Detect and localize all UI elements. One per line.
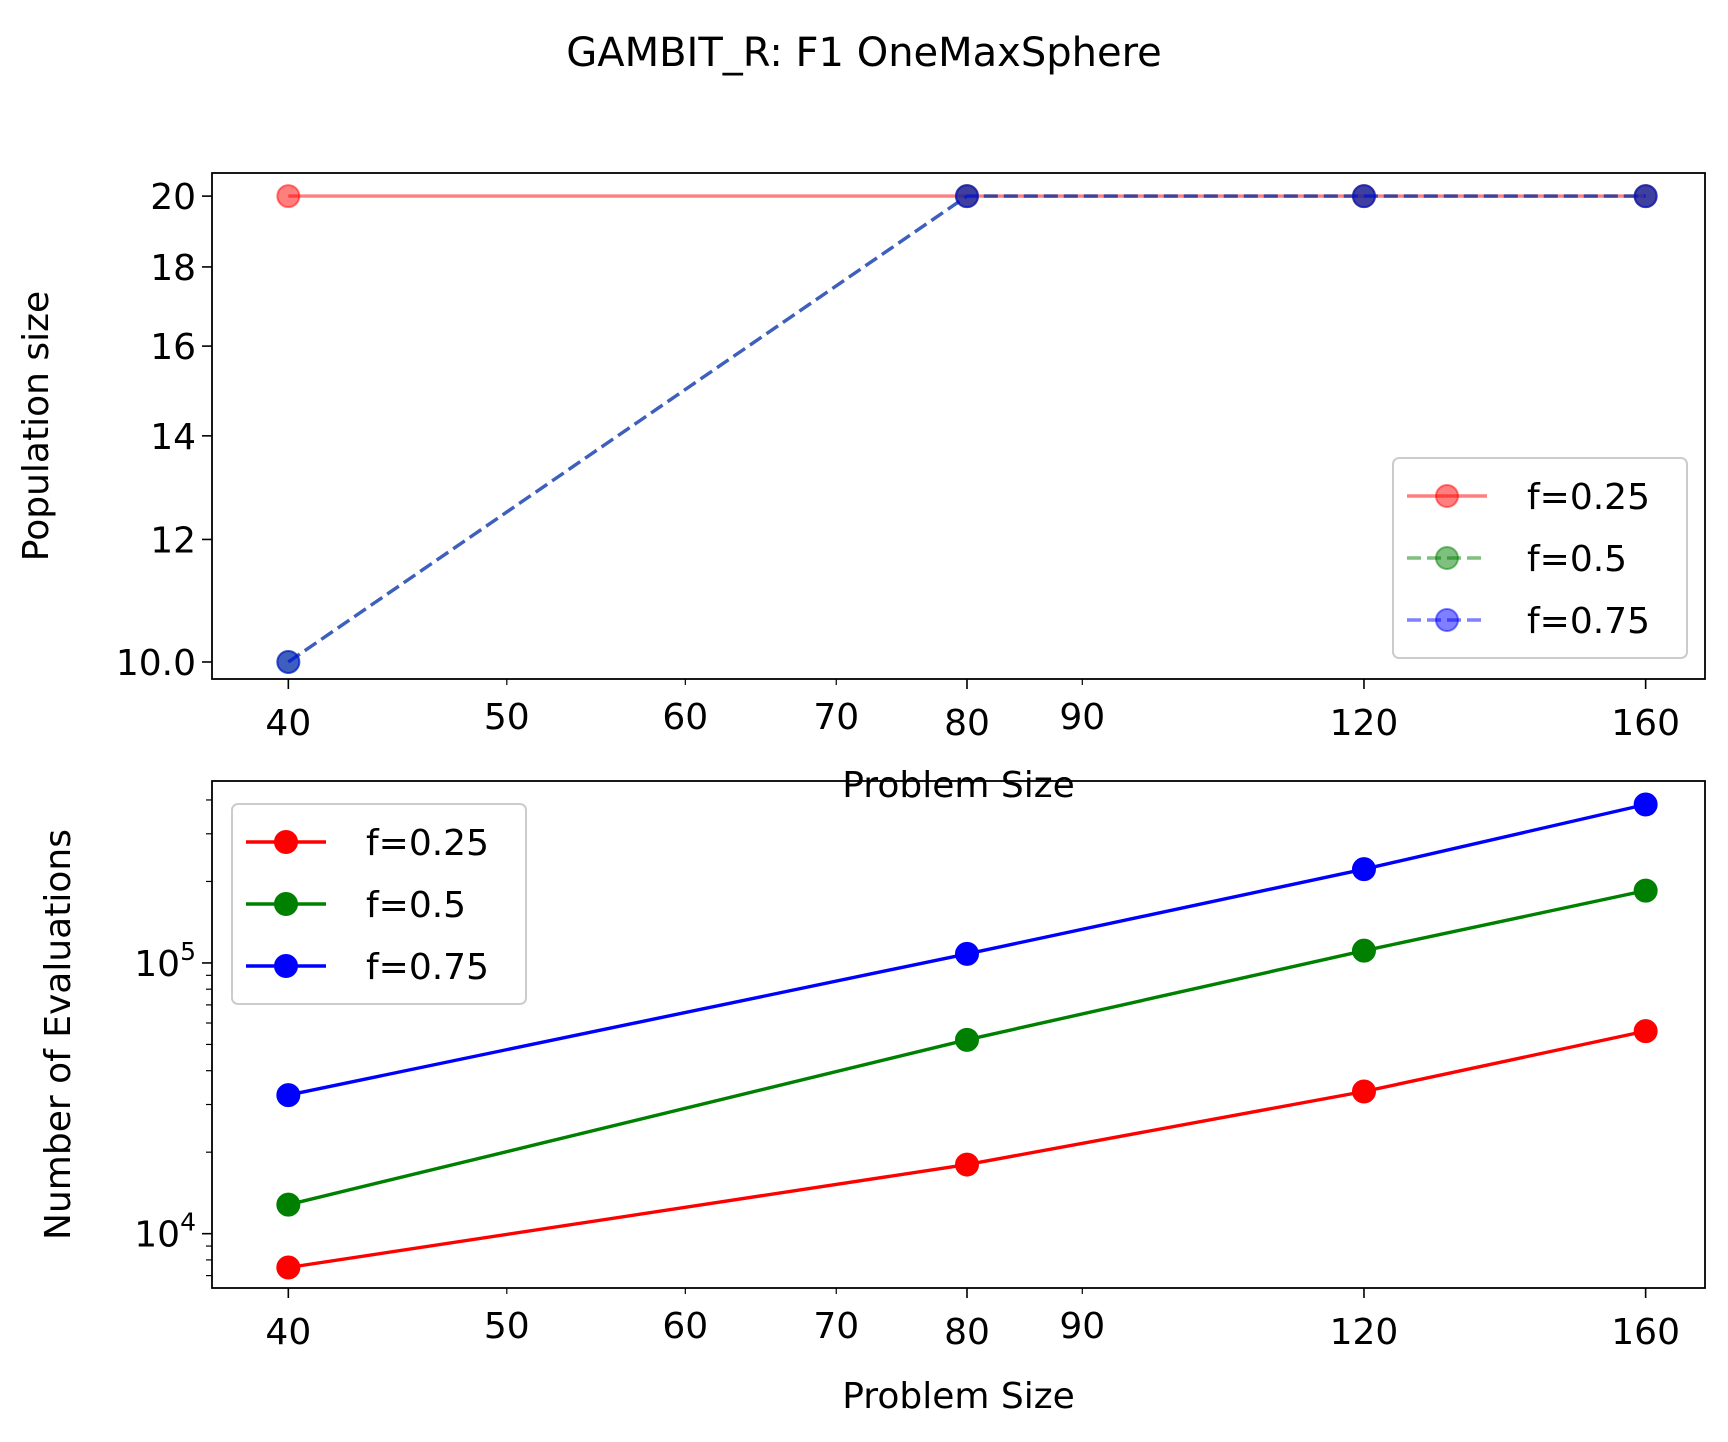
x-tick-label-90: 90 — [1059, 697, 1105, 738]
x-tick-label-90: 90 — [1059, 1306, 1105, 1347]
data-point-f-0-75-40 — [276, 649, 301, 674]
legend-marker-f-0-5 — [1435, 546, 1459, 570]
legend-label-f-0-25: f=0.25 — [1527, 477, 1650, 518]
x-axis-label: Problem Size — [842, 765, 1075, 806]
x-tick-label-160: 160 — [1611, 703, 1680, 744]
data-point-f-0-75-80 — [954, 941, 979, 966]
legend-label-f-0-75: f=0.75 — [1527, 601, 1650, 642]
y-tick-label-12: 12 — [150, 520, 196, 561]
legend-marker-f-0-75 — [274, 954, 298, 978]
x-tick-label-80: 80 — [944, 703, 990, 744]
x-tick-label-120: 120 — [1330, 1312, 1399, 1353]
data-point-f-0-75-120 — [1351, 184, 1376, 209]
legend-marker-f-0-25 — [1435, 484, 1459, 508]
legend-box — [1392, 457, 1688, 659]
data-point-f-0-5-160 — [1633, 878, 1658, 903]
legend-label-f-0-75: f=0.75 — [366, 947, 489, 988]
plot-frame — [211, 172, 1706, 680]
population-size-chart: 40 50 60 70 80 90 120 160 10.0 12 14 16 18 20 Populati… — [16, 172, 1706, 806]
y-tick-label-10.0: 10.0 — [116, 643, 196, 684]
series-line-f-0-5 — [287, 888, 1646, 1207]
legend-marker-f-0-75 — [1435, 608, 1459, 632]
x-tick-label-120: 120 — [1330, 703, 1399, 744]
data-point-f-0-25-80 — [954, 1152, 979, 1177]
x-tick-label-160: 160 — [1611, 1312, 1680, 1353]
x-tick-label-50: 50 — [484, 1306, 530, 1347]
x-tick-label-80: 80 — [944, 1312, 990, 1353]
series-line-f-0-25 — [288, 1029, 1646, 1270]
data-point-f-0-75-80 — [954, 184, 979, 209]
x-tick-label-60: 60 — [662, 1306, 708, 1347]
legend-marker-f-0-5 — [274, 892, 298, 916]
legend-marker-f-0-25 — [274, 830, 298, 854]
data-point-f-0-5-120 — [1351, 938, 1376, 963]
data-point-f-0-25-40 — [276, 184, 301, 209]
x-tick-label-40: 40 — [265, 703, 311, 744]
data-point-f-0-75-40 — [276, 1083, 301, 1108]
data-point-f-0-5-80 — [954, 1027, 979, 1052]
x-tick-label-40: 40 — [265, 1312, 311, 1353]
y-tick-label-10-4: 104 — [134, 1208, 196, 1256]
y-tick-label-16: 16 — [150, 327, 196, 368]
x-tick-label-60: 60 — [662, 697, 708, 738]
plot-frame — [211, 780, 1706, 1289]
series-line-f-0-75 — [287, 194, 1646, 664]
legend-label-f-0-5: f=0.5 — [1527, 539, 1627, 580]
data-point-f-0-5-40 — [276, 1192, 301, 1217]
x-tick-label-70: 70 — [813, 1306, 859, 1347]
data-point-f-0-75-160 — [1633, 184, 1658, 209]
legend-label-f-0-5: f=0.5 — [366, 885, 466, 926]
x-tick-label-70: 70 — [813, 697, 859, 738]
figure-title: GAMBIT_R: F1 OneMaxSphere — [566, 30, 1162, 76]
x-tick-label-50: 50 — [484, 697, 530, 738]
legend-box — [231, 803, 527, 1005]
y-tick-label-18: 18 — [150, 248, 196, 289]
series-line-f-0-75 — [287, 802, 1646, 1097]
y-tick-label-10-5: 105 — [134, 937, 196, 985]
x-axis-label: Problem Size — [842, 1376, 1075, 1417]
evaluations-chart: 40 50 60 70 80 90 120 160 104 105 Number of Evalua… — [38, 780, 1706, 1417]
data-point-f-0-25-160 — [1633, 1019, 1658, 1044]
data-point-f-0-25-40 — [276, 1255, 301, 1280]
y-tick-label-20: 20 — [150, 177, 196, 218]
data-point-f-0-75-160 — [1633, 792, 1658, 817]
data-point-f-0-75-120 — [1351, 857, 1376, 882]
data-point-f-0-25-120 — [1351, 1079, 1376, 1104]
y-axis-label: Population size — [16, 291, 57, 561]
legend-label-f-0-25: f=0.25 — [366, 823, 489, 864]
y-tick-label-14: 14 — [150, 417, 196, 458]
y-axis-label: Number of Evaluations — [38, 829, 79, 1240]
